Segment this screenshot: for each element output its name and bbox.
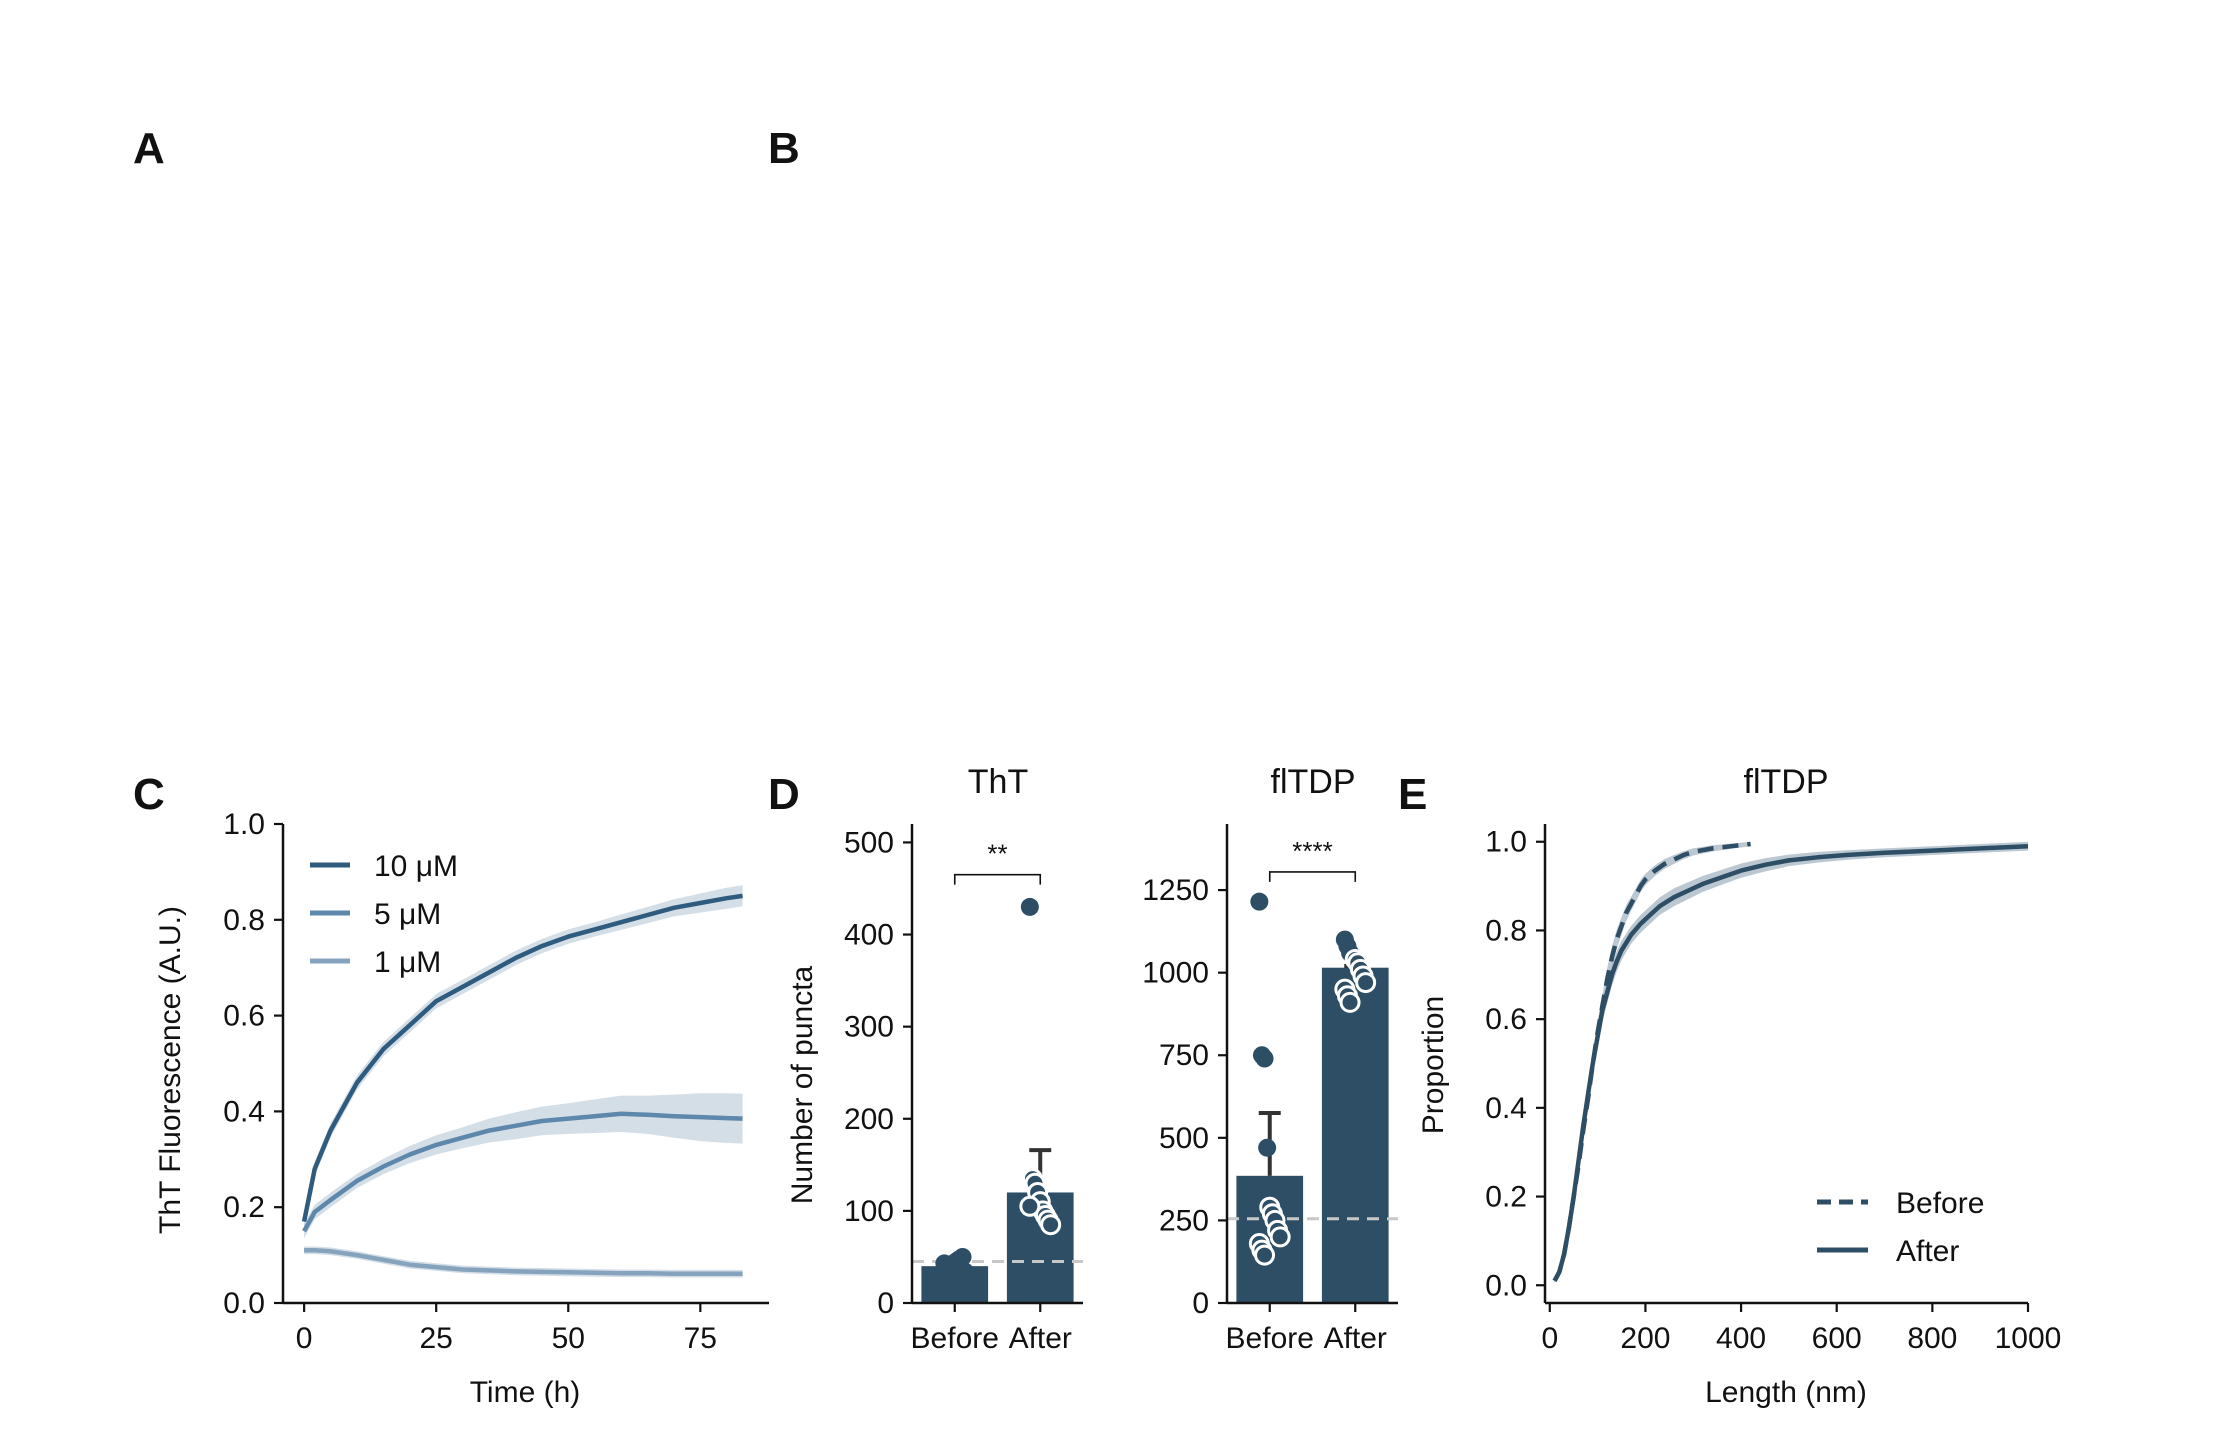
d2-bar-after [1321, 967, 1389, 1303]
c-y-tick-label: 0.8 [223, 904, 265, 937]
e-y-tick-label: 0.0 [1485, 1269, 1527, 1302]
d1-y-tick-label: 500 [844, 826, 894, 859]
d1-y-tick-label: 200 [844, 1103, 894, 1136]
d2-significance-label: **** [1292, 836, 1332, 866]
c-error-bands [304, 885, 743, 1278]
d2-y-tick-label: 750 [1159, 1039, 1209, 1072]
e-x-tick-label: 400 [1716, 1322, 1766, 1355]
d1-x-tick-label: After [1009, 1322, 1072, 1355]
d2-data-point [1258, 1138, 1277, 1157]
d2-title: flTDP [1271, 763, 1356, 801]
d2-y-tick-label: 1000 [1142, 957, 1209, 990]
d2-data-point [1255, 1049, 1274, 1068]
d2-y-tick-label: 500 [1159, 1122, 1209, 1155]
d1-y-axis-label: Number of puncta [786, 965, 819, 1204]
d2-data-point [1355, 972, 1377, 994]
d2-significance-bracket [1268, 871, 1357, 882]
e-x-tick-label: 0 [1541, 1322, 1558, 1355]
d1-data-point [953, 1247, 972, 1266]
d1-data-point [1020, 897, 1039, 916]
e-y-tick-label: 0.8 [1485, 914, 1527, 947]
e-y-axis-label: Proportion [1417, 996, 1450, 1134]
d1-y-tick-label: 400 [844, 919, 894, 952]
d1-x-tick-label: Before [911, 1322, 999, 1355]
c-x-tick-label: 75 [684, 1322, 717, 1355]
d1-significance-label: ** [987, 839, 1007, 869]
d1-title: ThT [968, 763, 1028, 801]
e-x-axis-label: Length (nm) [1705, 1376, 1867, 1409]
e-x-tick-label: 200 [1620, 1322, 1670, 1355]
e-legend-label-before: Before [1896, 1187, 1984, 1220]
d2-y-tick-label: 250 [1159, 1204, 1209, 1237]
panel-c-chart: 0 25 50 750.00.20.40.60.81.0 10 μM5 μM1 μM … [154, 808, 769, 1409]
e-title: flTDP [1744, 763, 1829, 801]
d1-body: ** 0 100 200 300 400 500 Before After [844, 824, 1083, 1355]
d2-body: **** 0 250 500 750 1000 1250 Before After [1142, 824, 1398, 1355]
c-y-tick-label: 0.6 [223, 1000, 265, 1033]
e-axes: 0 200 400 600 800 1000 0.0 0.2 0.4 0.6 0.8 1.0 [1485, 824, 2061, 1355]
c-y-tick-label: 0.4 [223, 1095, 265, 1128]
d1-y-tick-label: 0 [877, 1287, 894, 1320]
panel-letter-d: D [768, 770, 800, 819]
c-line-series-0 [301, 893, 743, 1223]
d2-x-tick-label: After [1324, 1322, 1387, 1355]
d2-data-point [1269, 1226, 1291, 1248]
c-x-tick-label: 0 [296, 1322, 313, 1355]
e-legend: Before After [1817, 1187, 1984, 1268]
panel-letter-c: C [133, 770, 165, 819]
panel-e-chart: flTDP 0 200 400 600 800 1000 0.0 0.2 0.4 0.6 0.8 1.… [1417, 763, 2061, 1409]
e-y-tick-label: 0.6 [1485, 1003, 1527, 1036]
e-y-tick-label: 1.0 [1485, 826, 1527, 859]
d1-data-point [1019, 1195, 1041, 1217]
c-y-tick-label: 1.0 [223, 808, 265, 841]
c-legend-label-2: 1 μM [374, 946, 441, 979]
e-x-tick-label: 800 [1907, 1322, 1957, 1355]
d1-data-point [935, 1254, 954, 1273]
c-y-tick-label: 0.0 [223, 1287, 265, 1320]
panel-d-tht-chart: ThT Number of puncta ** 0 100 200 300 400 500 B… [786, 763, 1083, 1355]
c-line-series-2 [304, 1248, 743, 1277]
d2-bar-before [1236, 1175, 1304, 1303]
e-y-tick-label: 0.2 [1485, 1181, 1527, 1214]
d1-y-tick-label: 300 [844, 1011, 894, 1044]
c-legend: 10 μM 5 μM 1 μM [310, 850, 458, 979]
e-legend-label-after: After [1896, 1235, 1959, 1268]
panel-letter-a: A [133, 124, 165, 173]
c-y-axis-label: ThT Fluorescence (A.U.) [154, 906, 187, 1234]
c-axes: 0 25 50 75 0.0 0.2 0.4 0.6 0.8 1.0 [223, 808, 769, 1355]
panel-d-fltdp-chart: flTDP **** 0 250 500 750 1000 1250 Before After [1142, 763, 1398, 1355]
e-series-lines [1552, 841, 2029, 1282]
d1-data-point [956, 1262, 975, 1281]
e-y-tick-label: 0.4 [1485, 1092, 1527, 1125]
e-line-after [1552, 843, 2029, 1282]
panel-letter-e: E [1398, 770, 1427, 819]
d1-y-tick-label: 100 [844, 1195, 894, 1228]
d2-x-tick-label: Before [1226, 1322, 1314, 1355]
d2-data-point [1250, 892, 1269, 911]
c-legend-label-1: 5 μM [374, 898, 441, 931]
c-y-tick-label: 0.2 [223, 1191, 265, 1224]
c-x-axis-label: Time (h) [470, 1376, 581, 1409]
c-x-tick-label: 50 [552, 1322, 585, 1355]
c-series-lines [301, 893, 743, 1277]
c-x-tick-label: 25 [420, 1322, 453, 1355]
e-x-tick-label: 1000 [1995, 1322, 2062, 1355]
d2-data-point [1254, 1244, 1276, 1266]
d1-data-point [1040, 1214, 1062, 1236]
c-band-series-1 [304, 1093, 743, 1239]
d2-y-tick-label: 1250 [1142, 874, 1209, 907]
d2-y-tick-label: 0 [1192, 1287, 1209, 1320]
d2-data-point [1339, 991, 1361, 1013]
d1-significance-bracket [953, 873, 1042, 885]
panel-letter-b: B [768, 124, 800, 173]
c-line-series-1 [302, 1111, 743, 1233]
c-band-series-2 [304, 1246, 743, 1278]
e-x-tick-label: 600 [1812, 1322, 1862, 1355]
c-legend-label-0: 10 μM [374, 850, 458, 883]
